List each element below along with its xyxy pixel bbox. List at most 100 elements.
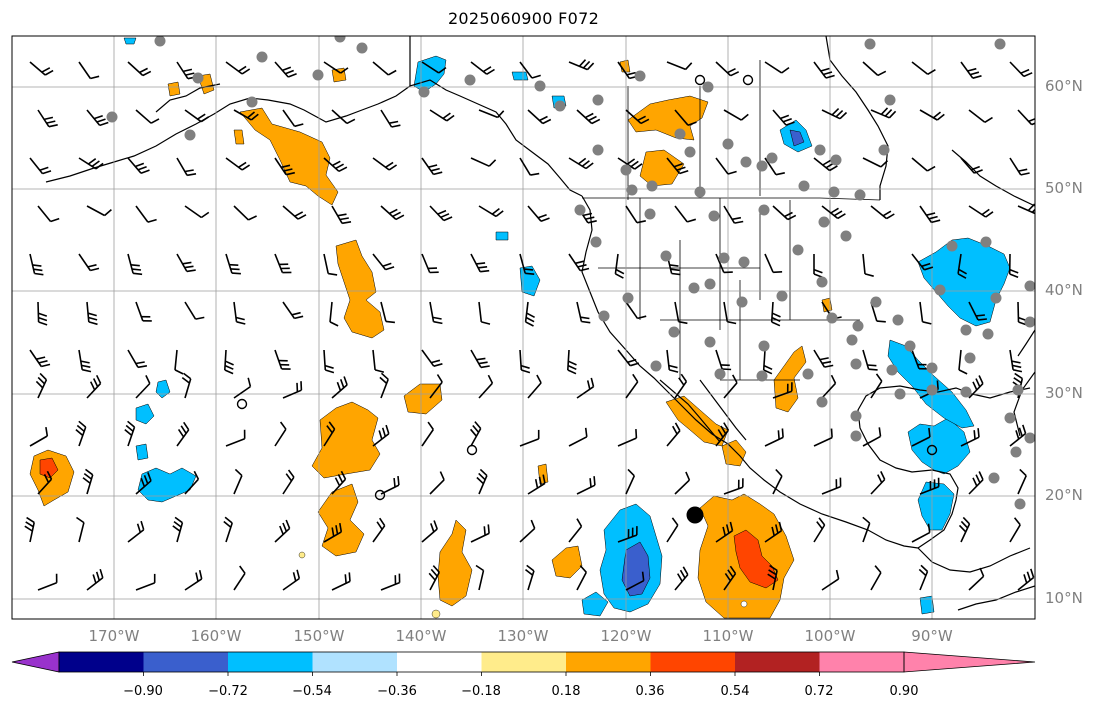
wind-barb-staff [37,109,50,128]
wind-barb-flag [581,320,591,324]
wind-barb-flag [81,364,91,368]
wind-barb-staff [527,205,542,222]
wind-barb-staff [421,429,434,447]
wind-barb-flag [775,524,779,534]
wind-barb-staff [715,61,732,77]
wind-barb-staff [576,109,593,125]
wind-barb-flag [87,312,97,317]
wind-barb-staff [78,157,97,170]
wind-barb-flag [918,568,927,577]
wind-barb-flag [888,110,897,119]
wind-barb-flag [567,369,577,375]
wind-barb-flag [90,75,100,80]
colorbar-tick-label: 0.90 [889,684,919,699]
wind-barb-staff [78,253,91,271]
wind-barb-flag [343,376,348,386]
wind-barb-staff [911,61,929,75]
coastline [409,36,583,197]
wind-barb-staff [184,378,192,399]
wind-barb-flag [926,212,936,216]
wind-barb-flag [198,570,203,580]
wind-barb-staff [524,301,529,322]
lat-label-40n: 40°N [1045,281,1083,299]
wind-barb-staff [372,157,390,171]
lon-label-140w: 140°W [395,627,447,645]
calm-circle [374,489,386,501]
wind-barb-flag [392,211,401,218]
station-dot [826,312,838,324]
wind-barb-staff [478,301,483,322]
wind-barb-flag [717,429,724,438]
wind-barb-staff [527,382,542,399]
wind-barb-flag [1012,364,1022,369]
wind-barb-staff [960,436,980,447]
wind-barb-staff [723,486,744,495]
wind-barb-flag [475,564,484,572]
wind-barb-staff [527,570,535,591]
wind-barb-staff [224,349,227,371]
colorbar-segment [228,652,313,672]
wind-barb-staff [666,157,681,175]
station-dot [702,81,714,93]
wind-barb-flag [538,476,542,486]
wind-barb-flag [87,158,97,165]
wind-barb-flag [787,214,797,221]
wind-barb-flag [973,169,983,174]
wind-barb-flag [344,574,347,584]
wind-barb-flag [39,372,47,381]
wind-barb-flag [927,523,931,533]
wind-barb-flag [325,369,335,374]
wind-barb-flag [668,364,678,369]
wind-barb-flag [526,564,535,572]
wind-barb-flag [1013,517,1021,526]
wind-barb-staff [86,577,104,591]
wind-barb-flag [428,164,438,168]
wind-barb-staff [380,581,400,591]
wind-barb-flag [637,115,646,122]
wind-barb-flag [920,564,929,573]
wind-barb-staff [478,475,488,495]
wind-barb-staff [127,349,139,368]
wind-barb-flag [731,374,738,384]
wind-barb-staff [233,205,249,221]
wind-barb-flag [41,67,51,73]
wind-barb-flag [140,169,150,174]
wind-barb-staff [723,301,729,322]
colorbar-tick-label: −0.36 [377,684,417,699]
wind-barb-staff [960,157,975,174]
wind-barb-staff [86,474,94,495]
station-dot [1004,412,1016,424]
anomaly-contour [335,239,385,339]
wind-barb-staff [919,301,924,322]
wind-barb-flag [682,566,689,575]
wind-barb-flag [567,364,577,371]
wind-barb-flag [671,517,679,526]
wind-barb-flag [958,369,968,375]
wind-barb-staff [568,61,588,71]
wind-barb-flag [1022,424,1027,434]
wind-barb-flag [928,215,938,220]
station-dot [776,290,788,302]
wind-barb-flag [884,109,893,117]
wind-barb-staff [519,157,531,176]
wind-barb-flag [340,470,347,480]
wind-barb-flag [534,479,539,489]
wind-barb-staff [764,253,774,273]
wind-barb-flag [140,520,145,530]
station-dot [886,364,898,376]
anomaly-contour [135,403,155,425]
wind-barb-staff [176,253,188,272]
wind-barb-flag [936,113,945,121]
coastline [659,379,721,443]
station-dot [946,240,958,252]
wind-barb-flag [93,114,103,120]
wind-barb-staff [323,531,342,543]
wind-barb-flag [332,160,341,167]
wind-barb-flag [542,474,546,484]
wind-barb-staff [960,523,971,543]
anomaly-contour [917,237,1011,327]
station-dot [854,189,866,201]
wind-barb-staff [225,522,233,543]
wind-barb-flag [474,421,482,430]
wind-barb-flag [825,74,835,79]
